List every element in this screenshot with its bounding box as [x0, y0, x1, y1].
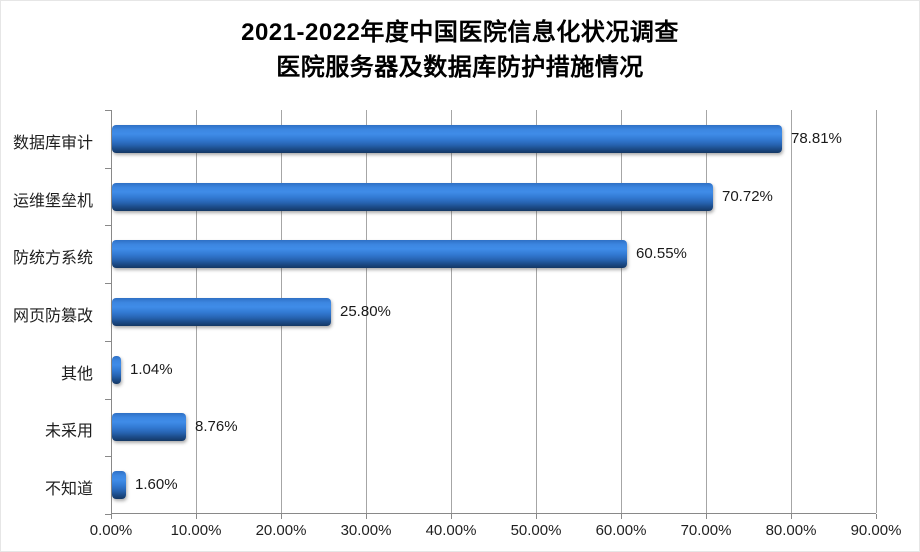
value-label: 1.04%: [130, 361, 173, 378]
x-axis-tick: [706, 514, 707, 519]
chart-title-line2: 医院服务器及数据库防护措施情况: [276, 54, 644, 81]
value-label: 8.76%: [195, 418, 238, 435]
chart-title: 2021-2022年度中国医院信息化状况调查 医院服务器及数据库防护措施情况: [1, 15, 919, 85]
value-label: 60.55%: [636, 245, 687, 262]
x-axis-tick: [366, 514, 367, 519]
y-axis-tick: [105, 225, 111, 226]
y-axis-tick: [105, 283, 111, 284]
bar-4: [112, 298, 331, 326]
x-axis-tick: [876, 514, 877, 519]
y-axis-category-labels: 数据库审计运维堡垒机防统方系统网页防篡改其他未采用不知道: [1, 110, 102, 514]
bar-2: [112, 183, 713, 211]
category-label: 数据库审计: [12, 135, 93, 152]
value-label: 1.60%: [135, 476, 178, 493]
y-axis-tick: [105, 110, 111, 111]
y-axis-tick: [105, 399, 111, 400]
x-axis-tick-labels: 0.00% 10.00% 20.00% 30.00% 40.00% 50.00% 60.00…: [90, 522, 902, 544]
gridline: [536, 110, 537, 513]
x-axis-label: 10.00%: [170, 522, 222, 539]
x-axis-label: 80.00%: [765, 522, 817, 539]
x-axis-label: 60.00%: [595, 522, 647, 539]
value-label: 70.72%: [722, 188, 773, 205]
x-axis-label: 50.00%: [510, 522, 562, 539]
x-axis-label: 70.00%: [680, 522, 732, 539]
category-label: 运维堡垒机: [12, 193, 93, 210]
y-axis-tick: [105, 514, 111, 515]
x-axis-label: 20.00%: [255, 522, 307, 539]
bar-3: [112, 240, 627, 268]
gridline: [791, 110, 792, 513]
category-label: 未采用: [44, 423, 93, 440]
x-axis-tick: [791, 514, 792, 519]
value-label: 25.80%: [340, 303, 391, 320]
bar-5: [112, 356, 121, 384]
category-label: 不知道: [44, 481, 93, 498]
gridline: [876, 110, 877, 513]
bar-1: [112, 125, 782, 153]
x-axis-tick: [536, 514, 537, 519]
y-axis-tick: [105, 341, 111, 342]
category-label: 其他: [60, 366, 93, 383]
x-axis-label: 40.00%: [425, 522, 477, 539]
value-label: 78.81%: [791, 130, 842, 147]
category-label: 网页防篡改: [12, 308, 93, 325]
bar-6: [112, 413, 186, 441]
x-axis-label: 30.00%: [340, 522, 392, 539]
chart-title-line1: 2021-2022年度中国医院信息化状况调查: [241, 19, 679, 46]
x-axis-tick: [196, 514, 197, 519]
gridline: [706, 110, 707, 513]
x-axis-tick: [621, 514, 622, 519]
x-axis-label: 90.00%: [850, 522, 902, 539]
x-axis-label: 0.00%: [89, 522, 133, 539]
y-axis-tick: [105, 456, 111, 457]
bar-7: [112, 471, 126, 499]
x-axis-tick: [451, 514, 452, 519]
gridline: [621, 110, 622, 513]
category-label: 防统方系统: [12, 250, 93, 267]
plot-area: 78.81% 70.72% 60.55% 25.80% 1.04% 8.76% 1.60%: [105, 110, 877, 519]
x-axis-tick: [111, 514, 112, 519]
gridline: [451, 110, 452, 513]
gridline: [366, 110, 367, 513]
x-axis-tick: [281, 514, 282, 519]
y-axis-tick: [105, 168, 111, 169]
